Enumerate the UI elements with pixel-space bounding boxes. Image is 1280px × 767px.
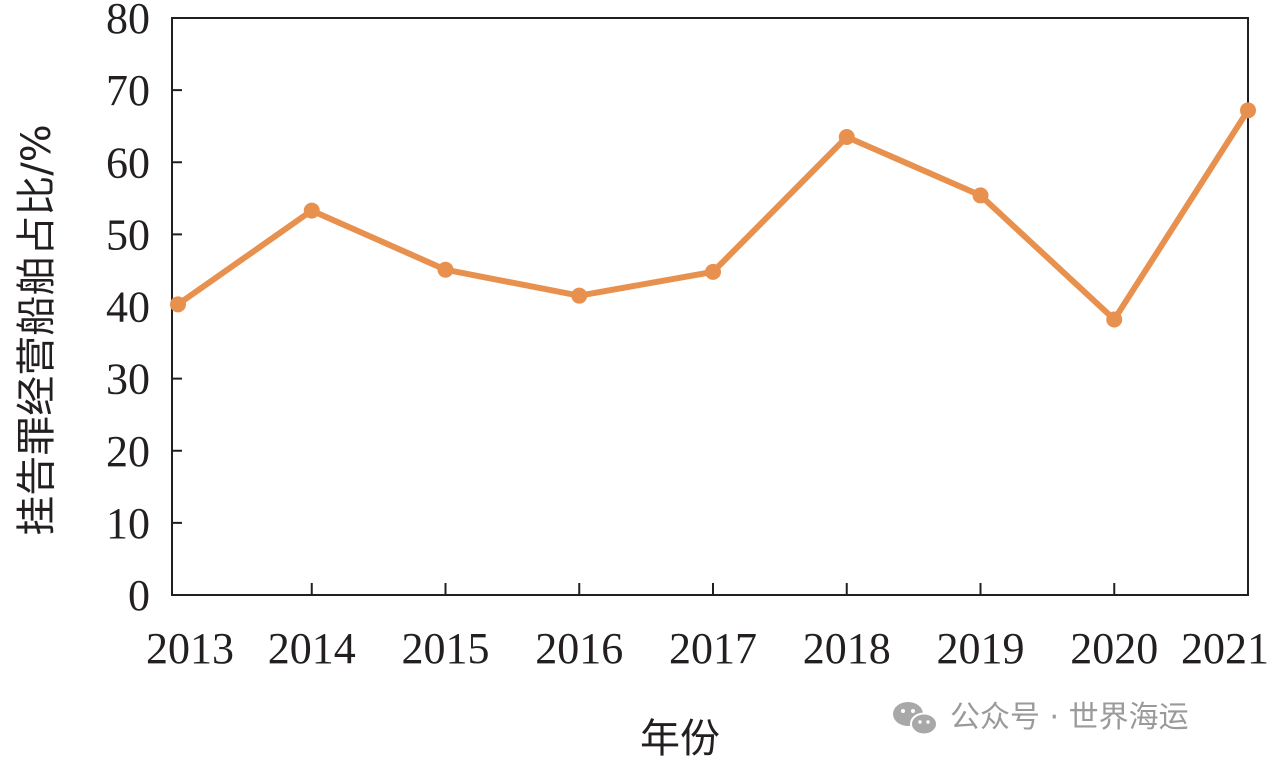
y-tick-label: 40 — [106, 283, 150, 332]
watermark: 公众号 · 世界海运 — [893, 700, 1189, 736]
wechat-icon — [893, 702, 938, 736]
x-axis-title: 年份 — [640, 716, 720, 762]
x-tick-label: 2016 — [535, 624, 623, 673]
plot-frame — [171, 17, 1249, 596]
watermark-text: 公众号 · 世界海运 — [950, 700, 1189, 735]
x-tick-label: 2017 — [669, 624, 757, 673]
data-point — [972, 187, 989, 204]
data-point — [838, 129, 855, 146]
y-tick-label: 50 — [106, 210, 150, 259]
y-tick-label: 0 — [128, 571, 150, 620]
y-tick-label: 30 — [106, 355, 150, 404]
x-tick-label: 2013 — [146, 624, 234, 673]
y-tick-label: 70 — [106, 66, 150, 115]
data-point — [705, 263, 721, 280]
data-point — [1106, 311, 1123, 328]
series-line — [175, 107, 1251, 323]
x-tick-label: 2019 — [937, 624, 1025, 673]
x-tick-label: 2018 — [803, 624, 891, 673]
y-tick-label: 60 — [106, 138, 150, 187]
x-tick-label: 2020 — [1070, 624, 1158, 673]
y-tick-label: 80 — [106, 0, 150, 43]
y-axis-title: 挂告罪经营船舶占比/% — [14, 124, 60, 535]
data-point — [571, 287, 588, 304]
data-point — [303, 202, 320, 219]
data-point — [1240, 102, 1256, 119]
data-point — [437, 261, 454, 278]
y-tick-label: 20 — [106, 427, 150, 476]
y-tick-label: 10 — [106, 499, 150, 548]
x-tick-label: 2021 — [1181, 624, 1269, 673]
x-tick-label: 2015 — [402, 624, 490, 673]
x-tick-label: 2014 — [268, 624, 356, 673]
data-point — [170, 296, 186, 313]
